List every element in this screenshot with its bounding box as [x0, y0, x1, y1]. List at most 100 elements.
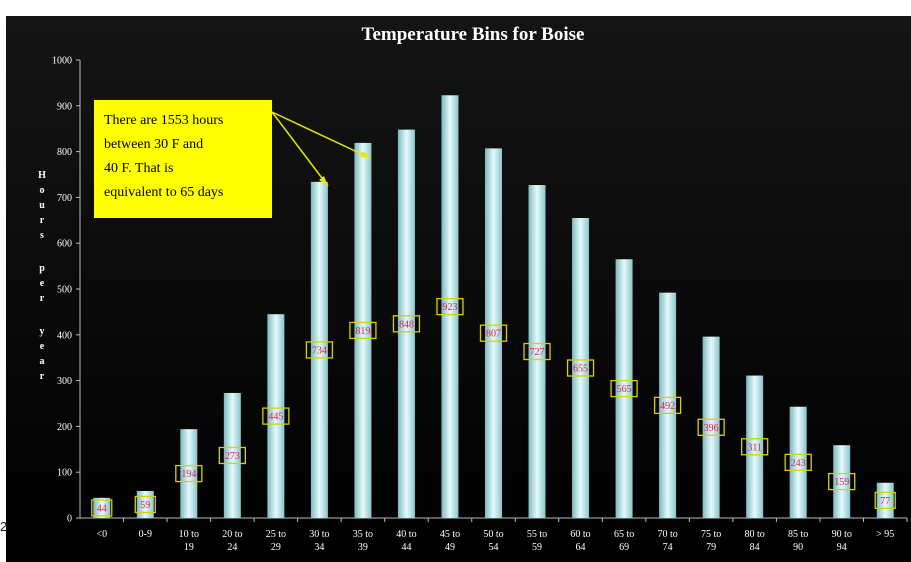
x-tick-label: 55 to 59 — [527, 529, 547, 553]
data-label-box — [741, 438, 769, 456]
bar — [528, 185, 546, 518]
bar — [397, 129, 415, 518]
data-label-box — [175, 464, 203, 483]
callout-arrowhead-1 — [319, 176, 328, 186]
bar — [310, 181, 328, 518]
data-label-box — [218, 446, 246, 465]
data-label: 655 — [566, 359, 595, 377]
y-axis-ticks: 0 100 200 300 400 500 600 700 800 900 1000 — [52, 56, 80, 525]
y-tick-label: 600 — [57, 239, 72, 250]
bar — [659, 292, 677, 518]
x-tick-label: 75 to 79 — [701, 529, 721, 553]
bar — [136, 490, 154, 518]
data-label-box — [262, 407, 290, 425]
bar — [441, 95, 459, 519]
bars — [93, 95, 894, 519]
data-label: 243 — [784, 453, 812, 472]
data-label-text: 734 — [312, 345, 327, 356]
data-label: 194 — [175, 464, 203, 483]
y-axis-label-letter: r — [40, 293, 45, 304]
callout-line: 40 F. That is — [104, 161, 173, 176]
bar — [93, 497, 111, 518]
callout-arrow-2 — [271, 111, 371, 159]
y-axis-label-letter: s — [40, 230, 44, 241]
y-axis-label-letter: o — [40, 185, 45, 196]
data-label-text: 243 — [791, 458, 806, 469]
y-axis-label-letter: a — [40, 356, 45, 367]
data-label-box — [566, 359, 595, 377]
data-label-text: 273 — [225, 451, 240, 462]
x-tick-label: 70 to 74 — [657, 529, 677, 553]
x-tick-label: 30 to 34 — [309, 529, 329, 553]
data-label-text: 396 — [704, 423, 719, 434]
x-tick-label: 25 to 29 — [266, 529, 286, 553]
chart-title: Temperature Bins for Boise — [362, 24, 585, 45]
page-number: 2 — [0, 519, 7, 534]
bar — [354, 142, 372, 518]
data-label: 77 — [874, 491, 896, 510]
data-label-text: 848 — [399, 319, 414, 330]
y-tick-label: 0 — [67, 514, 72, 525]
data-label-text: 77 — [880, 496, 890, 507]
data-label: 848 — [392, 315, 421, 333]
data-label-text: 565 — [617, 384, 632, 395]
y-tick-label: 800 — [57, 147, 72, 158]
data-label-box — [697, 418, 725, 436]
data-label-text: 923 — [442, 302, 457, 313]
y-tick-label: 1000 — [52, 56, 72, 67]
bar — [615, 259, 633, 518]
y-tick-label: 500 — [57, 285, 72, 296]
data-label: 923 — [436, 297, 464, 316]
y-axis-label-letter: e — [40, 341, 45, 352]
data-label: 396 — [697, 418, 725, 436]
bar — [876, 482, 894, 518]
bar — [572, 218, 590, 518]
data-labels: 44 59 194 273 445 734 819 848 923 807 727 655 565 492… — [91, 297, 896, 517]
x-tick-label: 10 to 19 — [179, 529, 199, 553]
chart-background — [6, 16, 911, 562]
data-label-box — [91, 499, 113, 517]
bar — [702, 336, 720, 518]
data-label: 734 — [305, 341, 334, 359]
data-label-text: 59 — [140, 500, 150, 511]
data-label: 819 — [349, 321, 377, 340]
y-axis-label-letter: r — [40, 371, 45, 382]
x-tick-label: 60 to 64 — [570, 529, 590, 553]
data-label-text: 311 — [747, 442, 762, 453]
x-tick-label: > 95 — [876, 529, 894, 540]
data-label-box — [523, 342, 551, 361]
data-label: 159 — [828, 472, 856, 491]
data-label-box — [349, 321, 377, 340]
data-label: 59 — [134, 495, 156, 514]
data-label-text: 655 — [573, 364, 588, 375]
data-label: 44 — [91, 499, 113, 517]
callout-arrow-1 — [271, 111, 329, 187]
x-tick-label: 35 to 39 — [353, 529, 373, 553]
x-tick-label: 90 to 94 — [832, 529, 852, 553]
data-label-box — [828, 472, 856, 491]
data-label-box — [610, 379, 638, 398]
x-tick-label: 85 to 90 — [788, 529, 808, 553]
data-label-text: 819 — [355, 326, 370, 337]
data-label-text: 727 — [530, 347, 545, 358]
data-label: 445 — [262, 407, 290, 425]
x-tick-label: 40 to 44 — [396, 529, 416, 553]
callout-line: between 30 F and — [104, 137, 203, 152]
y-axis-label-letter: y — [40, 326, 45, 337]
y-tick-label: 900 — [57, 101, 72, 112]
y-tick-label: 300 — [57, 376, 72, 387]
data-label-text: 194 — [181, 469, 196, 480]
data-label: 727 — [523, 342, 551, 361]
x-tick-label: 45 to 49 — [440, 529, 460, 553]
callout-arrowhead-2 — [360, 151, 370, 158]
bar — [180, 429, 198, 518]
bar — [746, 375, 764, 518]
y-axis-label-letter: r — [40, 215, 45, 226]
data-label: 565 — [610, 379, 638, 398]
y-axis-label-letter: H — [38, 170, 46, 181]
y-tick-label: 100 — [57, 468, 72, 479]
x-tick-label: 65 to 69 — [614, 529, 634, 553]
data-label-box — [784, 453, 812, 472]
annotation-callout: There are 1553 hours between 30 F and 40 F… — [94, 100, 371, 218]
